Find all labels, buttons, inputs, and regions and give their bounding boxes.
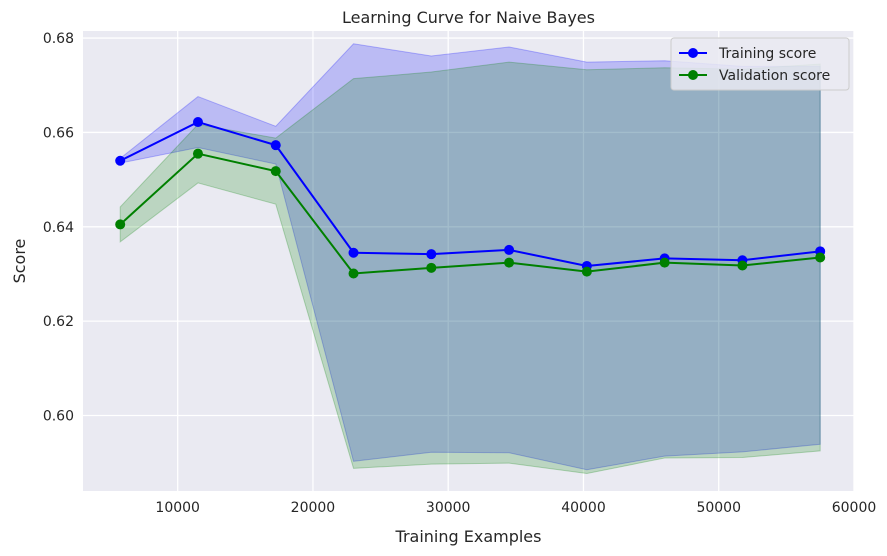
- series-lines: [119, 120, 821, 275]
- plot-area: [83, 31, 854, 491]
- x-tick-label: 30000: [426, 500, 471, 516]
- legend-label: Training score: [718, 46, 816, 62]
- series-points: [115, 117, 826, 279]
- y-tick-label: 0.62: [43, 314, 74, 330]
- x-tick-label: 60000: [832, 500, 877, 516]
- point-series-2: [270, 166, 281, 177]
- point-series-2: [581, 266, 592, 277]
- x-tick-label: 50000: [696, 500, 741, 516]
- point-series-2: [426, 262, 437, 273]
- point-series-1: [270, 140, 281, 151]
- x-tick-labels: 10000 20000 30000 40000 50000 60000: [155, 500, 876, 516]
- point-series-1: [504, 244, 515, 255]
- y-tick-labels: 0.60 0.62 0.64 0.66 0.68: [43, 31, 74, 424]
- x-tick-label: 20000: [291, 500, 336, 516]
- legend: Training score Validation score: [670, 37, 850, 91]
- point-series-2: [815, 252, 826, 263]
- point-series-2: [737, 260, 748, 271]
- point-series-2: [115, 219, 126, 230]
- point-series-1: [192, 117, 203, 128]
- y-tick-label: 0.66: [43, 125, 74, 141]
- x-tick-label: 40000: [561, 500, 606, 516]
- x-axis-title: Training Examples: [395, 527, 542, 546]
- point-series-2: [504, 257, 515, 268]
- legend-marker-series-1: [688, 48, 698, 58]
- confidence-bands: [119, 43, 821, 475]
- point-series-1: [115, 155, 126, 166]
- chart-title: Learning Curve for Naive Bayes: [342, 8, 595, 27]
- y-tick-label: 0.64: [43, 220, 74, 236]
- line-series-2: [119, 152, 821, 275]
- line-series-1: [119, 120, 821, 267]
- legend-marker-series-2: [688, 70, 698, 80]
- y-axis-title: Score: [10, 239, 29, 284]
- legend-box: [670, 37, 850, 91]
- point-series-1: [426, 249, 437, 260]
- band-series-2: [119, 61, 821, 475]
- x-tick-label: 10000: [155, 500, 200, 516]
- y-tick-label: 0.68: [43, 31, 74, 47]
- band-series-1: [119, 43, 821, 471]
- legend-label: Validation score: [719, 68, 830, 84]
- y-tick-label: 0.60: [43, 409, 74, 425]
- point-series-2: [192, 148, 203, 159]
- point-series-2: [659, 257, 670, 268]
- point-series-1: [348, 247, 359, 258]
- point-series-2: [348, 268, 359, 279]
